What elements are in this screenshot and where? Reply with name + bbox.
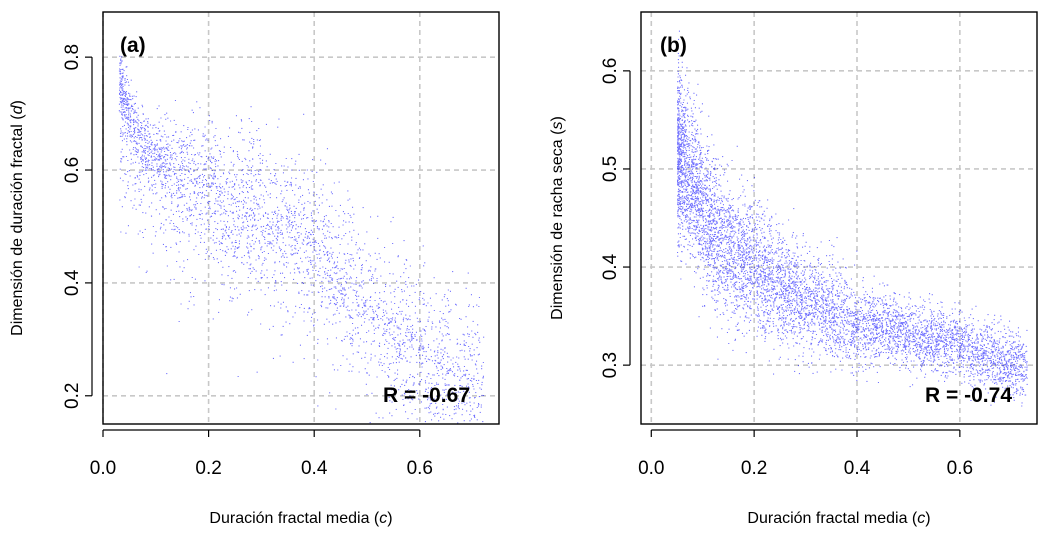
panel-label-b: (b): [660, 34, 687, 57]
y-axis-label-b: Dimensión de racha seca (s): [549, 116, 566, 320]
y-tick-label-0: 0.3: [600, 352, 621, 378]
x-tick-label-2: 0.4: [301, 458, 328, 479]
points-layer-a: [118, 47, 485, 424]
grid-layer-a: [102, 12, 499, 424]
y-tick-label-3: 0.8: [62, 44, 83, 70]
axes-layer-b: 0.0 0.2 0.4 0.6 0.3 0.4 0.5 0.6: [600, 58, 973, 479]
y-tick-label-1: 0.4: [600, 253, 621, 280]
x-axis-label-b: Duración fractal media (c): [747, 510, 930, 527]
x-tick-label-1: 0.2: [741, 458, 767, 479]
y-tick-label-2: 0.5: [600, 156, 621, 182]
x-axis-label-a: Duración fractal media (c): [209, 510, 392, 527]
correlation-label-a: R = -0.67: [383, 384, 470, 407]
y-axis-label-a: Dimensión de duración fractal (d): [9, 100, 26, 336]
plot-frame-a: [102, 11, 500, 425]
x-tick-label-0: 0.0: [638, 458, 664, 479]
points-layer-b: [677, 30, 1028, 407]
y-tick-label-1: 0.4: [62, 269, 83, 296]
x-tick-label-3: 0.6: [407, 458, 433, 479]
scatter-point-cloud: [118, 47, 485, 424]
x-tick-label-2: 0.4: [844, 458, 871, 479]
axes-layer-a: 0.0 0.2 0.4 0.6 0.2 0.4 0.6 0.8: [62, 44, 433, 479]
y-tick-label-0: 0.2: [62, 383, 83, 409]
scatter-point-cloud: [677, 30, 1028, 407]
panel-b: 0.0 0.2 0.4 0.6 0.3 0.4 0.5 0.6 (b) R = -0.74 D…: [549, 11, 1038, 527]
correlation-label-b: R = -0.74: [925, 384, 1012, 407]
x-tick-label-0: 0.0: [90, 458, 116, 479]
panel-a: 0.0 0.2 0.4 0.6 0.2 0.4 0.6 0.8 (a) R = -0.67 D…: [9, 11, 500, 527]
panel-label-a: (a): [120, 34, 146, 57]
grid-layer-b: [641, 12, 1037, 424]
y-tick-label-2: 0.6: [62, 157, 83, 183]
plot-frame-b: [640, 11, 1038, 425]
x-tick-label-1: 0.2: [195, 458, 221, 479]
x-tick-label-3: 0.6: [947, 458, 973, 479]
y-tick-label-3: 0.6: [600, 58, 621, 84]
